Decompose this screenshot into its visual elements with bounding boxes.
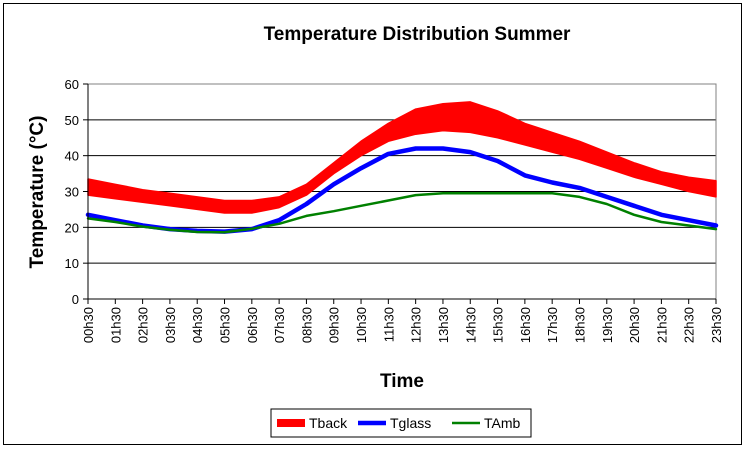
x-tick-label: 19h30 — [600, 307, 615, 343]
x-tick-label: 14h30 — [463, 307, 478, 343]
x-tick-label: 09h30 — [327, 307, 342, 343]
x-tick-label: 22h30 — [682, 307, 697, 343]
x-tick-label: 05h30 — [218, 307, 233, 343]
legend-box — [270, 408, 532, 438]
chart-title: Temperature Distribution Summer — [264, 24, 571, 45]
y-tick-label: 40 — [65, 149, 79, 164]
y-tick-label: 0 — [72, 292, 79, 307]
x-tick-label: 12h30 — [409, 307, 424, 343]
x-tick-label: 16h30 — [518, 307, 533, 343]
axis-layer: 0 10 20 30 40 50 60 00h30 01h30 02h30 03h30 04h30 05… — [65, 77, 724, 343]
x-tick-label: 04h30 — [190, 307, 205, 343]
x-tick-label: 07h30 — [272, 307, 287, 343]
legend-label-tback: Tback — [309, 415, 348, 431]
series-tamb-line — [86, 192, 718, 234]
x-tick-label: 06h30 — [245, 307, 260, 343]
y-tick-label: 60 — [65, 77, 79, 92]
y-tick-label: 10 — [65, 256, 79, 271]
x-tick-label: 23h30 — [709, 307, 724, 343]
series-tback-band — [87, 101, 717, 214]
x-tick-label: 18h30 — [572, 307, 587, 343]
y-tick-label: 30 — [65, 185, 79, 200]
x-axis-label: Time — [380, 371, 424, 392]
x-tick-label: 20h30 — [627, 307, 642, 343]
series-layer — [85, 101, 719, 234]
x-tick-label: 08h30 — [299, 307, 314, 343]
x-tick-label: 03h30 — [163, 307, 178, 343]
x-tick-label: 02h30 — [136, 307, 151, 343]
x-tick-label: 15h30 — [491, 307, 506, 343]
y-tick-label: 50 — [65, 113, 79, 128]
y-tick-label: 20 — [65, 220, 79, 235]
legend: Tback Tglass TAmb — [277, 415, 521, 431]
x-tick-label: 10h30 — [354, 307, 369, 343]
x-tick-label: 17h30 — [545, 307, 560, 343]
legend-label-tamb: TAmb — [484, 415, 521, 431]
legend-label-tglass: Tglass — [390, 415, 431, 431]
x-tick-label: 00h30 — [81, 307, 96, 343]
x-tick-label: 11h30 — [381, 307, 396, 342]
x-tick-label: 01h30 — [108, 307, 123, 343]
y-axis-label: Temperature (°C) — [27, 116, 48, 269]
x-tick-label: 13h30 — [436, 307, 451, 343]
x-tick-label: 21h30 — [654, 307, 669, 343]
